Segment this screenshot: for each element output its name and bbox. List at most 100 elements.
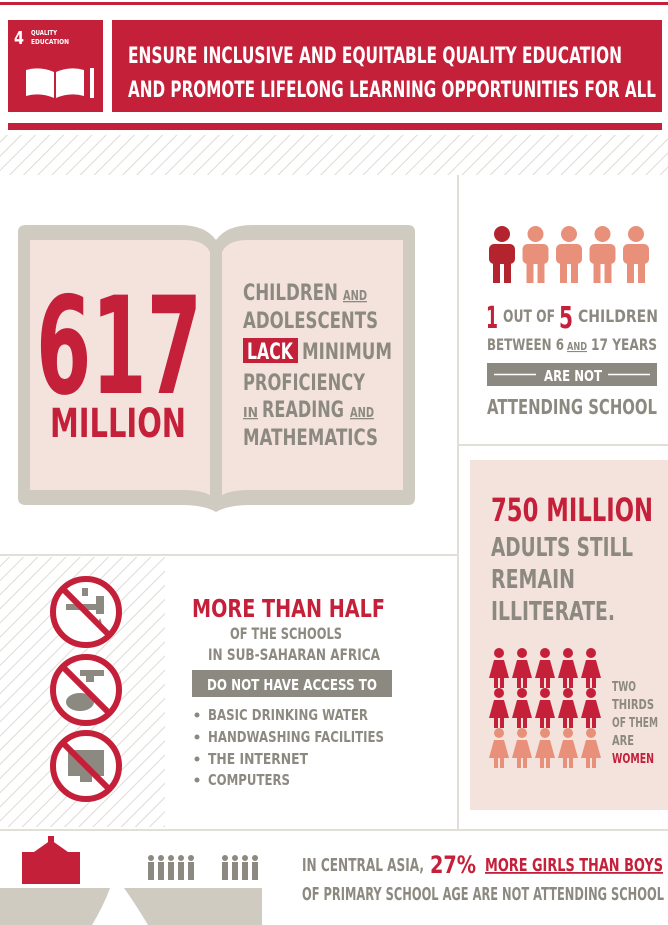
head	[517, 728, 527, 738]
leg	[540, 758, 544, 768]
text: 4	[14, 28, 24, 49]
text: 750 MILLION	[491, 491, 653, 529]
bullet	[195, 757, 200, 762]
leg	[500, 678, 504, 688]
bullet	[195, 735, 200, 740]
head	[628, 226, 644, 242]
kid-body	[168, 862, 174, 880]
body	[556, 244, 582, 264]
kid-head	[148, 855, 154, 861]
text: READING	[262, 398, 344, 423]
text: MATHEMATICS	[243, 426, 378, 451]
kid-head	[168, 855, 174, 861]
no-handwash-icon	[53, 657, 119, 723]
cliff	[124, 888, 262, 925]
text: MINIMUM	[302, 340, 392, 365]
leg	[546, 758, 550, 768]
text: AND PROMOTE LIFELONG LEARNING OPPORTUNIT…	[128, 78, 656, 103]
kid-head	[158, 855, 164, 861]
leg	[592, 718, 596, 728]
child-icon	[489, 226, 515, 283]
leg	[569, 678, 573, 688]
text: EDUCATION	[31, 38, 69, 46]
leg	[571, 262, 578, 283]
child-icon	[590, 226, 616, 283]
head	[517, 648, 527, 658]
leg	[540, 718, 544, 728]
text: MORE GIRLS THAN BOYS	[485, 855, 663, 876]
leg	[504, 262, 511, 283]
cliff	[0, 888, 110, 925]
text: CHILDREN	[243, 281, 338, 306]
kid-body	[158, 862, 164, 880]
body	[623, 244, 649, 264]
school-icon	[22, 836, 80, 884]
text: THE INTERNET	[208, 750, 309, 768]
kid-head	[252, 855, 258, 861]
leg	[563, 758, 567, 768]
no-water-icon	[53, 579, 119, 645]
head	[494, 688, 504, 698]
leg	[493, 262, 500, 283]
leg	[546, 678, 550, 688]
leg	[586, 678, 590, 688]
text: 27%	[430, 851, 476, 879]
text: IN SUB-SAHARAN AFRICA	[208, 645, 380, 664]
text: MILLION	[50, 401, 186, 447]
kid-head	[232, 855, 238, 861]
text: ADULTS STILL	[491, 533, 633, 563]
leg	[523, 718, 527, 728]
text: TWO	[612, 680, 636, 695]
text: QUALITY	[31, 29, 58, 37]
text: DO NOT HAVE ACCESS TO	[207, 676, 377, 694]
kid-body	[178, 862, 184, 880]
hatch-band	[0, 135, 668, 175]
leg	[586, 718, 590, 728]
text: ILLITERATE.	[491, 597, 615, 627]
leg	[494, 718, 498, 728]
text: ENSURE INCLUSIVE AND EQUITABLE QUALITY E…	[128, 44, 622, 69]
kid-body	[222, 862, 228, 880]
text: ARE NOT	[544, 367, 603, 385]
leg	[563, 718, 567, 728]
text: MORE THAN HALF	[192, 594, 385, 623]
leg	[592, 678, 596, 688]
child-icon	[523, 226, 549, 283]
text: OF THEM	[612, 716, 658, 731]
body	[590, 244, 616, 264]
leg	[527, 262, 534, 283]
text: ADOLESCENTS	[243, 309, 378, 334]
leg	[605, 262, 612, 283]
head	[563, 728, 573, 738]
head	[563, 648, 573, 658]
leg	[560, 262, 567, 283]
leg	[569, 758, 573, 768]
text: IN	[243, 406, 258, 421]
kid-body	[232, 862, 238, 880]
book-page	[222, 240, 403, 495]
kid-head	[242, 855, 248, 861]
leg	[500, 758, 504, 768]
rule	[8, 123, 662, 130]
text: 5	[559, 301, 573, 336]
bullet	[195, 713, 200, 718]
kid-head	[188, 855, 194, 861]
leg	[500, 718, 504, 728]
leg	[517, 718, 521, 728]
kid-head	[178, 855, 184, 861]
book-icon	[26, 68, 94, 98]
head	[586, 728, 596, 738]
children-group-icon	[148, 855, 258, 880]
text: AND	[343, 289, 367, 304]
text: BASIC DRINKING WATER	[208, 706, 368, 724]
text: OUT OF	[503, 307, 555, 327]
leg	[538, 262, 545, 283]
infographic: 4 QUALITYEDUCATION ENSURE INCLUSIVE AND EQ…	[0, 0, 668, 925]
kid-head	[222, 855, 228, 861]
text: WOMEN	[612, 752, 654, 767]
text: AND	[567, 340, 587, 353]
head	[517, 688, 527, 698]
text: IN CENTRAL ASIA,	[302, 855, 424, 876]
head	[540, 688, 550, 698]
leg	[517, 678, 521, 688]
